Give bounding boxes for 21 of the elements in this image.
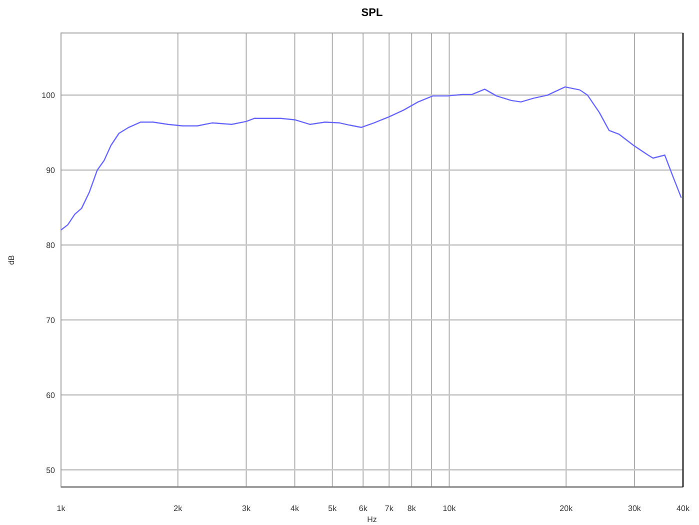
- x-tick-label: 6k: [358, 504, 368, 513]
- x-axis-title: Hz: [367, 515, 377, 524]
- x-tick-label: 1k: [56, 504, 66, 513]
- x-tick-label: 30k: [628, 504, 642, 513]
- chart-title: SPL: [361, 7, 383, 19]
- x-tick-label: 8k: [407, 504, 417, 513]
- y-axis-title: dB: [7, 255, 16, 265]
- x-tick-label: 40k: [676, 504, 690, 513]
- y-tick-label: 80: [46, 241, 56, 250]
- x-tick-label: 4k: [290, 504, 300, 513]
- y-tick-label: 50: [46, 466, 56, 475]
- y-tick-label: 90: [46, 166, 56, 176]
- y-tick-label: 70: [46, 316, 56, 325]
- x-tick-label: 2k: [174, 504, 184, 513]
- x-tick-label: 5k: [328, 504, 338, 513]
- x-tick-label: 20k: [560, 504, 574, 513]
- x-tick-label: 10k: [442, 504, 457, 513]
- x-tick-label: 7k: [384, 504, 394, 513]
- y-tick-label: 100: [42, 91, 56, 100]
- y-tick-label: 60: [46, 390, 56, 400]
- x-tick-label: 3k: [242, 504, 252, 513]
